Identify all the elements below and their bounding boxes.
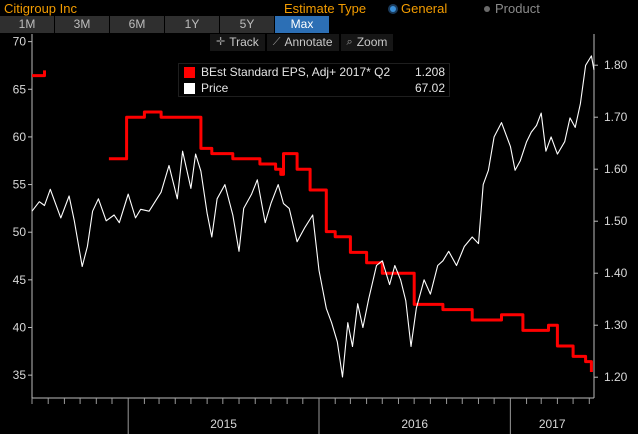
legend-value-eps: 1.208 <box>414 65 445 79</box>
zoom-label: Zoom <box>356 35 388 49</box>
x-tick-label: 2015 <box>210 417 237 431</box>
legend-item-price[interactable]: Price 67.02 <box>179 80 449 96</box>
eps-series-line <box>32 70 593 372</box>
radio-general-label: General <box>401 1 448 16</box>
price-series-line <box>31 55 595 378</box>
right-tick-label: 1.40 <box>604 266 628 280</box>
zoom-button[interactable]: ⌕ Zoom <box>340 34 394 51</box>
legend-swatch-price <box>184 82 195 94</box>
radio-general[interactable]: General <box>390 1 447 16</box>
annotate-button[interactable]: ⟋ Annotate <box>266 34 339 51</box>
left-tick-label: 65 <box>13 82 27 96</box>
radio-unselected-icon <box>484 5 490 12</box>
chart-legend: BEst Standard EPS, Adj+ 2017* Q2 1.208 P… <box>178 63 450 97</box>
crosshair-icon: ✛ <box>216 36 226 48</box>
range-button-6m[interactable]: 6M <box>110 16 164 33</box>
right-tick-label: 1.30 <box>604 318 628 332</box>
range-button-1y[interactable]: 1Y <box>165 16 219 33</box>
x-tick-label: 2017 <box>539 417 566 431</box>
left-tick-label: 55 <box>13 178 27 192</box>
chart-toolbar: ✛ Track ⟋ Annotate ⌕ Zoom <box>210 34 394 51</box>
track-label: Track <box>229 35 259 49</box>
range-button-max[interactable]: Max <box>275 16 329 33</box>
left-tick-label: 60 <box>13 130 27 144</box>
left-tick-label: 35 <box>13 368 27 382</box>
right-tick-label: 1.60 <box>604 162 628 176</box>
radio-product-label: Product <box>495 1 540 16</box>
right-tick-label: 1.70 <box>604 110 628 124</box>
legend-swatch-eps <box>184 66 195 78</box>
range-button-1m[interactable]: 1M <box>0 16 54 33</box>
legend-label-eps: BEst Standard EPS, Adj+ 2017* Q2 <box>201 65 391 79</box>
estimate-type-label: Estimate Type <box>284 1 367 16</box>
left-tick-label: 40 <box>13 320 27 334</box>
radio-product[interactable]: Product <box>484 1 540 16</box>
range-button-3m[interactable]: 3M <box>55 16 109 33</box>
range-selector: 1M 3M 6M 1Y 5Y Max <box>0 16 330 33</box>
pencil-icon: ⟋ <box>272 36 281 48</box>
magnifier-icon: ⌕ <box>346 36 353 48</box>
legend-item-eps[interactable]: BEst Standard EPS, Adj+ 2017* Q2 1.208 <box>179 64 449 80</box>
right-tick-label: 1.20 <box>604 370 628 384</box>
legend-value-price: 67.02 <box>414 81 445 95</box>
x-tick-label: 2016 <box>401 417 428 431</box>
page-title: Citigroup Inc <box>4 1 77 16</box>
legend-label-price: Price <box>201 81 229 95</box>
right-tick-label: 1.80 <box>604 58 628 72</box>
left-tick-label: 50 <box>13 225 27 239</box>
annotate-label: Annotate <box>284 35 333 49</box>
right-tick-label: 1.50 <box>604 214 628 228</box>
left-tick-label: 45 <box>13 273 27 287</box>
left-tick-label: 70 <box>13 35 27 49</box>
range-button-5y[interactable]: 5Y <box>220 16 274 33</box>
radio-selected-icon <box>390 5 396 12</box>
track-button[interactable]: ✛ Track <box>210 34 265 51</box>
